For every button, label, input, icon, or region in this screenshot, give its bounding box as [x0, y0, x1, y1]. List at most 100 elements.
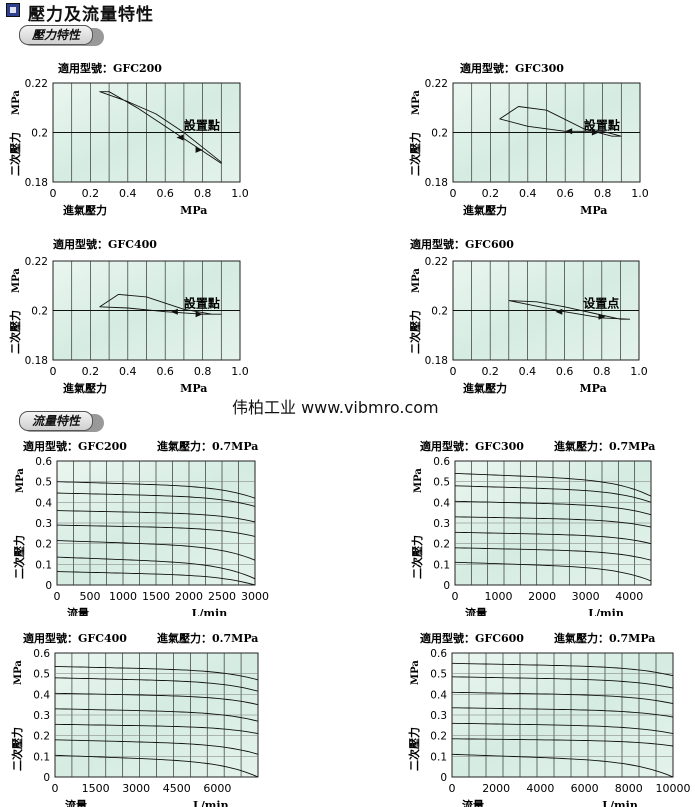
x-tick-label: 4000: [526, 782, 554, 795]
x-tick-label: 6000: [203, 782, 231, 795]
x-tick-label: 1.0: [630, 365, 648, 378]
y-axis-label: 二次壓力: [410, 535, 424, 579]
y-tick-label: 0.22: [25, 78, 48, 90]
y-axis-unit: MPa: [11, 90, 22, 115]
flow-curve: [56, 492, 256, 507]
flow-curve: [452, 707, 674, 718]
flow-curve: [454, 485, 652, 503]
flow-curve: [56, 481, 256, 499]
x-tick-label: 0: [50, 187, 57, 200]
y-tick-label: 0.5: [33, 669, 50, 681]
direction-arrow: [591, 129, 599, 136]
x-axis-label: 流量: [465, 606, 487, 616]
y-tick-label: 0: [440, 772, 447, 784]
flow-curve: [56, 556, 256, 580]
y-tick-label: 0.2: [35, 539, 52, 551]
y-tick-label: 0.3: [433, 518, 450, 530]
direction-arrow: [565, 128, 573, 135]
y-axis-unit: MPa: [411, 268, 422, 293]
x-tick-label: 0.4: [119, 365, 137, 378]
x-tick-label: 1500: [82, 782, 110, 795]
flow-curve: [454, 561, 652, 582]
page-title: 壓力及流量特性: [28, 5, 154, 25]
y-tick-label: 0.1: [35, 559, 52, 571]
x-tick-label: 0.8: [194, 365, 212, 378]
model-label: 適用型號：GFC600: [420, 631, 524, 645]
x-tick-label: 0.8: [593, 365, 611, 378]
direction-arrow: [195, 311, 203, 318]
x-tick-label: 6000: [571, 782, 599, 795]
y-tick-label: 0.6: [35, 456, 52, 468]
y-axis-label: 二次壓力: [408, 310, 422, 354]
y-tick-label: 0.5: [35, 477, 52, 489]
pressure-loop: [99, 91, 222, 164]
x-tick-label: 0.2: [481, 365, 499, 378]
x-axis-unit: L/min: [602, 799, 638, 807]
inlet-pressure-label: 進氣壓力：0.7MPa: [157, 439, 258, 453]
y-tick-label: 0.5: [430, 669, 447, 681]
x-tick-label: 0.4: [519, 365, 537, 378]
y-tick-label: 0.2: [430, 731, 447, 743]
direction-arrow: [176, 134, 184, 141]
x-tick-label: 2000: [528, 590, 556, 603]
x-tick-label: 1.0: [231, 365, 249, 378]
section-icon: [6, 3, 20, 17]
x-tick-label: 0.2: [82, 365, 100, 378]
direction-arrow: [195, 146, 203, 153]
flow-curve: [56, 540, 256, 561]
model-label: 適用型號：GFC300: [460, 61, 564, 75]
y-tick-label: 0.6: [433, 456, 450, 468]
x-tick-label: 1000: [485, 590, 513, 603]
x-axis-unit: MPa: [580, 204, 607, 217]
flow-curve: [54, 739, 259, 755]
y-tick-label: 0.3: [33, 710, 50, 722]
x-axis-label: 流量: [65, 798, 87, 807]
x-tick-label: 0: [450, 365, 457, 378]
y-tick-label: 0: [443, 580, 450, 592]
x-tick-label: 2000: [175, 590, 203, 603]
y-tick-label: 0.3: [35, 518, 52, 530]
y-axis-unit: MPa: [15, 468, 26, 493]
flow-curve: [54, 665, 259, 681]
x-tick-label: 0.8: [194, 187, 212, 200]
flow-heading: 流量特性: [19, 411, 94, 431]
x-tick-label: 4000: [615, 590, 643, 603]
flow-curve: [451, 662, 674, 677]
y-tick-label: 0.2: [431, 128, 448, 140]
y-tick-label: 0.3: [430, 710, 447, 722]
flow-curve: [454, 472, 652, 497]
y-tick-label: 0: [43, 772, 50, 784]
flow-chart-gfc400: 適用型號：GFC400 進氣壓力：0.7MPa 0.6 0.5 0.4 0.3 0.2 0.1…: [10, 631, 259, 807]
flow-curve: [54, 754, 259, 778]
y-tick-label: 0.2: [433, 539, 450, 551]
x-tick-label: 1000: [109, 590, 137, 603]
inlet-pressure-label: 進氣壓力：0.7MPa: [157, 631, 258, 645]
y-axis-unit: MPa: [410, 660, 421, 685]
x-tick-label: 0.4: [519, 187, 537, 200]
x-tick-label: 8000: [615, 782, 643, 795]
x-tick-label: 0.6: [556, 365, 574, 378]
y-tick-label: 0.2: [31, 306, 48, 318]
flow-curve: [454, 531, 652, 545]
flow-curve: [54, 708, 259, 722]
watermark: 伟柏工业 www.vibmro.com: [232, 398, 439, 417]
set-point-label: 設置點: [184, 296, 220, 311]
y-tick-label: 0.18: [25, 177, 48, 189]
x-tick-label: 0: [52, 782, 59, 795]
y-axis-label: 二次壓力: [8, 132, 22, 176]
flow-curve: [56, 510, 256, 523]
flow-curve: [54, 692, 259, 706]
x-tick-label: 0: [449, 782, 456, 795]
x-tick-label: 0.6: [156, 365, 174, 378]
y-tick-label: 0.1: [33, 751, 50, 763]
x-axis-unit: MPa: [180, 382, 207, 395]
flow-curve: [54, 677, 259, 692]
x-tick-label: 1.0: [631, 187, 649, 200]
y-tick-label: 0: [45, 580, 52, 592]
pressure-loop: [99, 293, 222, 315]
pressure-chart-gfc600: 適用型號：GFC600 0.22 0.2 0.180 0.2 0.4 0.6 0.8 1.0 二次…: [408, 237, 648, 395]
y-axis-unit: MPa: [413, 468, 424, 493]
y-tick-label: 0.4: [33, 689, 50, 701]
flow-curve: [54, 723, 259, 735]
pressure-loop: [499, 106, 622, 137]
